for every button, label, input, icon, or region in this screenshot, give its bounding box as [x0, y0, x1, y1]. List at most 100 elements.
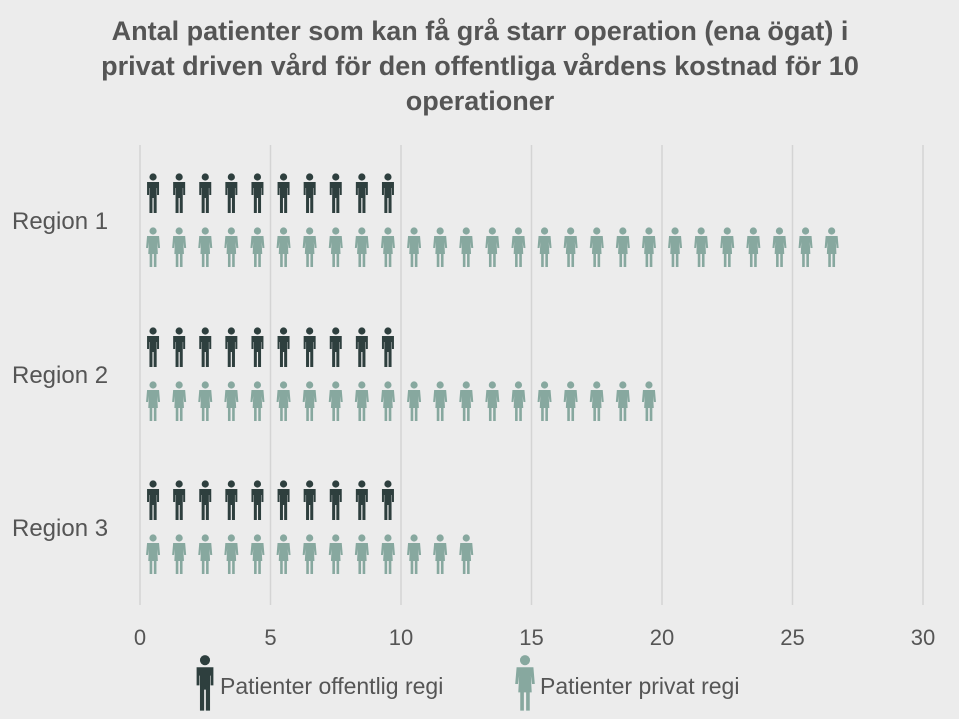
person-female-icon: [354, 534, 369, 574]
legend-label: Patienter privat regi: [540, 673, 739, 699]
person-female-icon: [250, 534, 265, 574]
person-female-icon: [354, 227, 369, 267]
person-female-icon: [328, 534, 343, 574]
person-male-icon: [173, 173, 186, 213]
x-tick-label: 5: [264, 625, 276, 650]
x-tick-label: 10: [389, 625, 413, 650]
person-male-icon: [277, 480, 290, 520]
person-male-icon: [225, 480, 238, 520]
person-female-icon: [824, 227, 839, 267]
person-female-icon: [563, 227, 578, 267]
person-female-icon: [537, 381, 552, 421]
person-female-icon: [511, 227, 526, 267]
person-female-icon: [433, 227, 448, 267]
person-female-icon: [302, 534, 317, 574]
category-label: Region 2: [12, 362, 108, 389]
person-male-icon: [329, 480, 342, 520]
person-female-icon: [224, 381, 239, 421]
person-female-icon: [276, 534, 291, 574]
person-female-icon: [563, 381, 578, 421]
person-female-icon: [172, 381, 187, 421]
person-female-icon: [459, 381, 474, 421]
legend-item: Patienter offentlig regi: [196, 655, 443, 711]
person-female-icon: [511, 381, 526, 421]
person-female-icon: [198, 227, 213, 267]
person-female-icon: [459, 227, 474, 267]
person-male-icon: [355, 480, 368, 520]
person-female-icon: [250, 381, 265, 421]
person-female-icon: [615, 227, 630, 267]
person-female-icon: [276, 227, 291, 267]
person-female-icon: [407, 227, 422, 267]
person-female-icon: [328, 227, 343, 267]
person-male-icon: [196, 655, 214, 711]
legend-label: Patienter offentlig regi: [220, 673, 443, 699]
person-male-icon: [199, 480, 212, 520]
person-male-icon: [251, 173, 264, 213]
person-female-icon: [146, 381, 161, 421]
chart-title: Antal patienter som kan få grå starr ope…: [101, 16, 859, 116]
person-female-icon: [615, 381, 630, 421]
person-female-icon: [146, 534, 161, 574]
x-tick-label: 15: [519, 625, 543, 650]
person-female-icon: [433, 534, 448, 574]
person-female-icon: [720, 227, 735, 267]
person-male-icon: [147, 480, 160, 520]
person-female-icon: [537, 227, 552, 267]
person-female-icon: [198, 381, 213, 421]
person-male-icon: [225, 327, 238, 367]
person-male-icon: [251, 480, 264, 520]
person-female-icon: [515, 655, 535, 711]
person-female-icon: [772, 227, 787, 267]
person-male-icon: [303, 480, 316, 520]
person-female-icon: [589, 227, 604, 267]
person-male-icon: [199, 173, 212, 213]
person-male-icon: [329, 173, 342, 213]
person-female-icon: [798, 227, 813, 267]
person-female-icon: [407, 381, 422, 421]
person-female-icon: [459, 534, 474, 574]
person-female-icon: [746, 227, 761, 267]
person-male-icon: [199, 327, 212, 367]
person-female-icon: [380, 381, 395, 421]
category-label: Region 1: [12, 208, 108, 235]
person-male-icon: [303, 327, 316, 367]
person-female-icon: [172, 227, 187, 267]
person-female-icon: [302, 381, 317, 421]
person-male-icon: [381, 480, 394, 520]
person-female-icon: [146, 227, 161, 267]
person-male-icon: [173, 480, 186, 520]
person-female-icon: [380, 534, 395, 574]
person-female-icon: [694, 227, 709, 267]
person-male-icon: [277, 327, 290, 367]
person-female-icon: [224, 534, 239, 574]
person-female-icon: [485, 227, 500, 267]
person-female-icon: [641, 227, 656, 267]
person-female-icon: [354, 381, 369, 421]
x-tick-label: 20: [650, 625, 674, 650]
person-male-icon: [355, 327, 368, 367]
person-female-icon: [668, 227, 683, 267]
person-male-icon: [225, 173, 238, 213]
legend-item: Patienter privat regi: [515, 655, 739, 711]
person-female-icon: [641, 381, 656, 421]
x-tick-label: 0: [134, 625, 146, 650]
person-female-icon: [407, 534, 422, 574]
person-female-icon: [433, 381, 448, 421]
person-female-icon: [250, 227, 265, 267]
x-tick-label: 25: [780, 625, 804, 650]
person-female-icon: [485, 381, 500, 421]
person-female-icon: [589, 381, 604, 421]
category-label: Region 3: [12, 515, 108, 542]
person-male-icon: [147, 327, 160, 367]
person-male-icon: [329, 327, 342, 367]
person-male-icon: [251, 327, 264, 367]
person-male-icon: [303, 173, 316, 213]
person-male-icon: [147, 173, 160, 213]
person-male-icon: [381, 173, 394, 213]
person-female-icon: [198, 534, 213, 574]
person-male-icon: [173, 327, 186, 367]
person-female-icon: [224, 227, 239, 267]
